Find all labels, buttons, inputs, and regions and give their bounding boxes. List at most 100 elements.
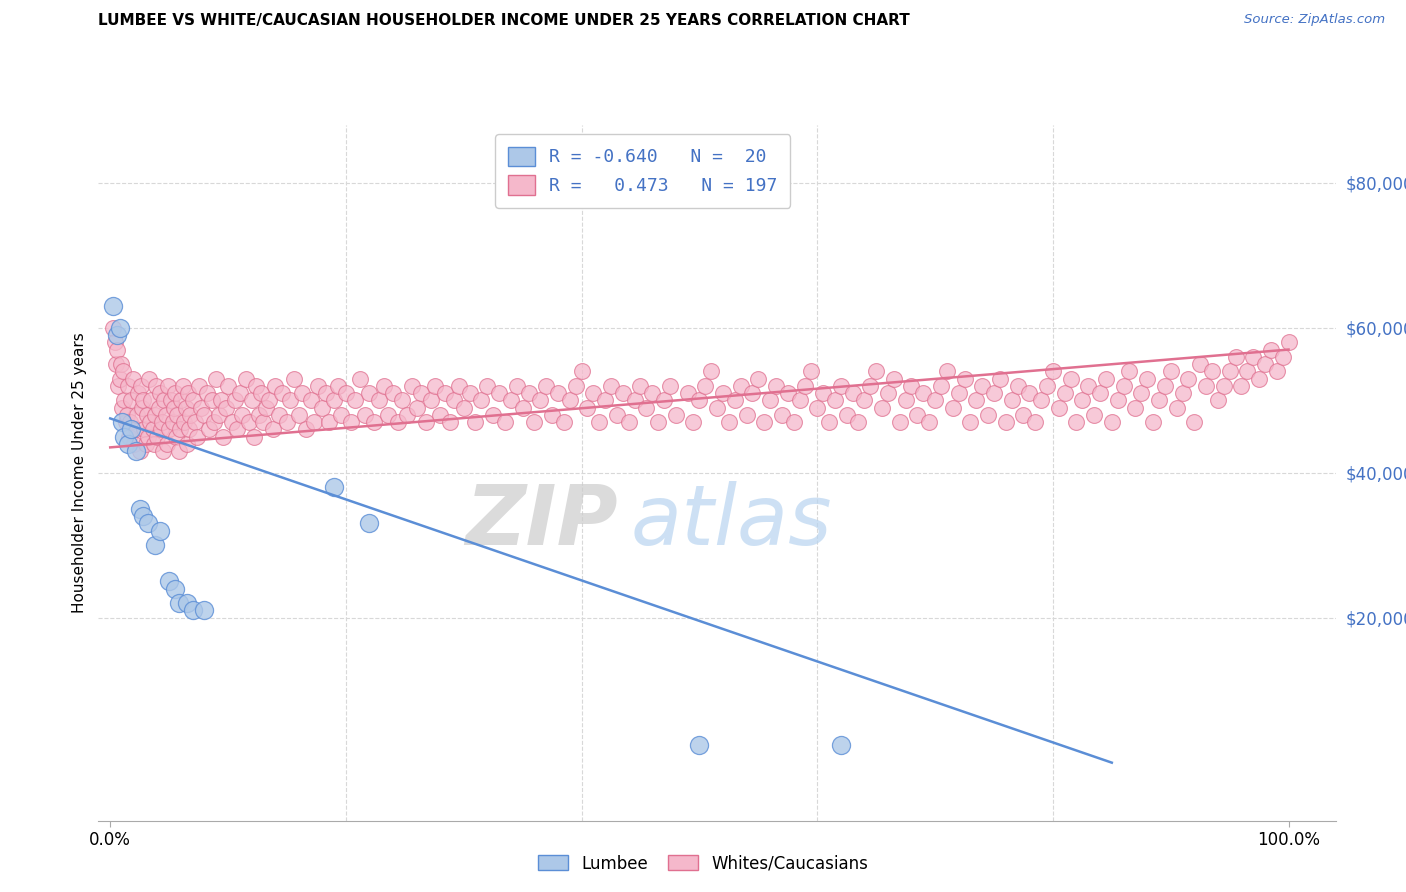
Point: [606, 408, 628, 422]
Point: [111, 415, 134, 429]
Point: [665, 408, 688, 422]
Point: [415, 415, 437, 429]
Point: [323, 480, 346, 494]
Point: [1166, 401, 1188, 415]
Point: [215, 401, 238, 415]
Point: [120, 393, 142, 408]
Point: [588, 415, 610, 429]
Point: [794, 378, 817, 392]
Point: [617, 415, 640, 429]
Point: [250, 386, 273, 401]
Point: [959, 415, 981, 429]
Point: [1007, 378, 1029, 392]
Point: [245, 378, 267, 392]
Point: [132, 393, 155, 408]
Point: [353, 408, 375, 422]
Point: [439, 415, 461, 429]
Point: [149, 422, 172, 436]
Point: [682, 415, 704, 429]
Point: [122, 436, 145, 450]
Point: [160, 393, 183, 408]
Point: [134, 422, 156, 436]
Point: [776, 386, 799, 401]
Point: [541, 408, 564, 422]
Point: [121, 371, 143, 385]
Point: [1012, 408, 1035, 422]
Point: [132, 509, 155, 524]
Point: [1125, 401, 1147, 415]
Point: [143, 538, 166, 552]
Point: [323, 393, 346, 408]
Point: [994, 415, 1017, 429]
Point: [145, 378, 167, 392]
Point: [198, 422, 221, 436]
Point: [523, 415, 546, 429]
Point: [193, 603, 215, 617]
Point: [359, 516, 381, 531]
Point: [905, 408, 928, 422]
Point: [1101, 415, 1123, 429]
Point: [302, 415, 325, 429]
Point: [1059, 371, 1081, 385]
Point: [143, 408, 166, 422]
Point: [195, 386, 218, 401]
Point: [806, 401, 828, 415]
Point: [262, 422, 284, 436]
Point: [252, 415, 274, 429]
Point: [1189, 357, 1212, 371]
Point: [276, 415, 298, 429]
Point: [1095, 371, 1118, 385]
Point: [235, 371, 257, 385]
Point: [865, 364, 887, 378]
Point: [1142, 415, 1164, 429]
Point: [176, 596, 198, 610]
Point: [177, 386, 200, 401]
Point: [830, 738, 852, 752]
Point: [146, 429, 169, 443]
Point: [1260, 343, 1282, 357]
Point: [688, 393, 710, 408]
Point: [433, 386, 456, 401]
Point: [200, 393, 222, 408]
Point: [330, 408, 353, 422]
Point: [877, 386, 900, 401]
Text: atlas: atlas: [630, 481, 832, 562]
Point: [105, 328, 128, 343]
Point: [373, 378, 395, 392]
Point: [830, 378, 852, 392]
Point: [924, 393, 946, 408]
Point: [482, 408, 505, 422]
Point: [983, 386, 1005, 401]
Text: LUMBEE VS WHITE/CAUCASIAN HOUSEHOLDER INCOME UNDER 25 YEARS CORRELATION CHART: LUMBEE VS WHITE/CAUCASIAN HOUSEHOLDER IN…: [98, 13, 910, 29]
Point: [1136, 371, 1159, 385]
Point: [1118, 364, 1140, 378]
Point: [212, 429, 235, 443]
Point: [630, 378, 652, 392]
Point: [741, 386, 763, 401]
Point: [1249, 371, 1271, 385]
Point: [912, 386, 935, 401]
Point: [800, 364, 823, 378]
Text: Source: ZipAtlas.com: Source: ZipAtlas.com: [1244, 13, 1385, 27]
Point: [488, 386, 510, 401]
Point: [193, 408, 215, 422]
Point: [458, 386, 481, 401]
Point: [759, 393, 782, 408]
Point: [163, 401, 186, 415]
Point: [754, 415, 776, 429]
Point: [207, 408, 229, 422]
Point: [111, 401, 134, 415]
Point: [101, 321, 124, 335]
Point: [1018, 386, 1040, 401]
Point: [647, 415, 669, 429]
Point: [1219, 364, 1241, 378]
Point: [318, 415, 340, 429]
Point: [377, 408, 399, 422]
Point: [141, 393, 163, 408]
Point: [105, 357, 128, 371]
Point: [534, 378, 557, 392]
Point: [108, 371, 131, 385]
Text: ZIP: ZIP: [465, 481, 619, 562]
Point: [221, 415, 243, 429]
Point: [115, 408, 138, 422]
